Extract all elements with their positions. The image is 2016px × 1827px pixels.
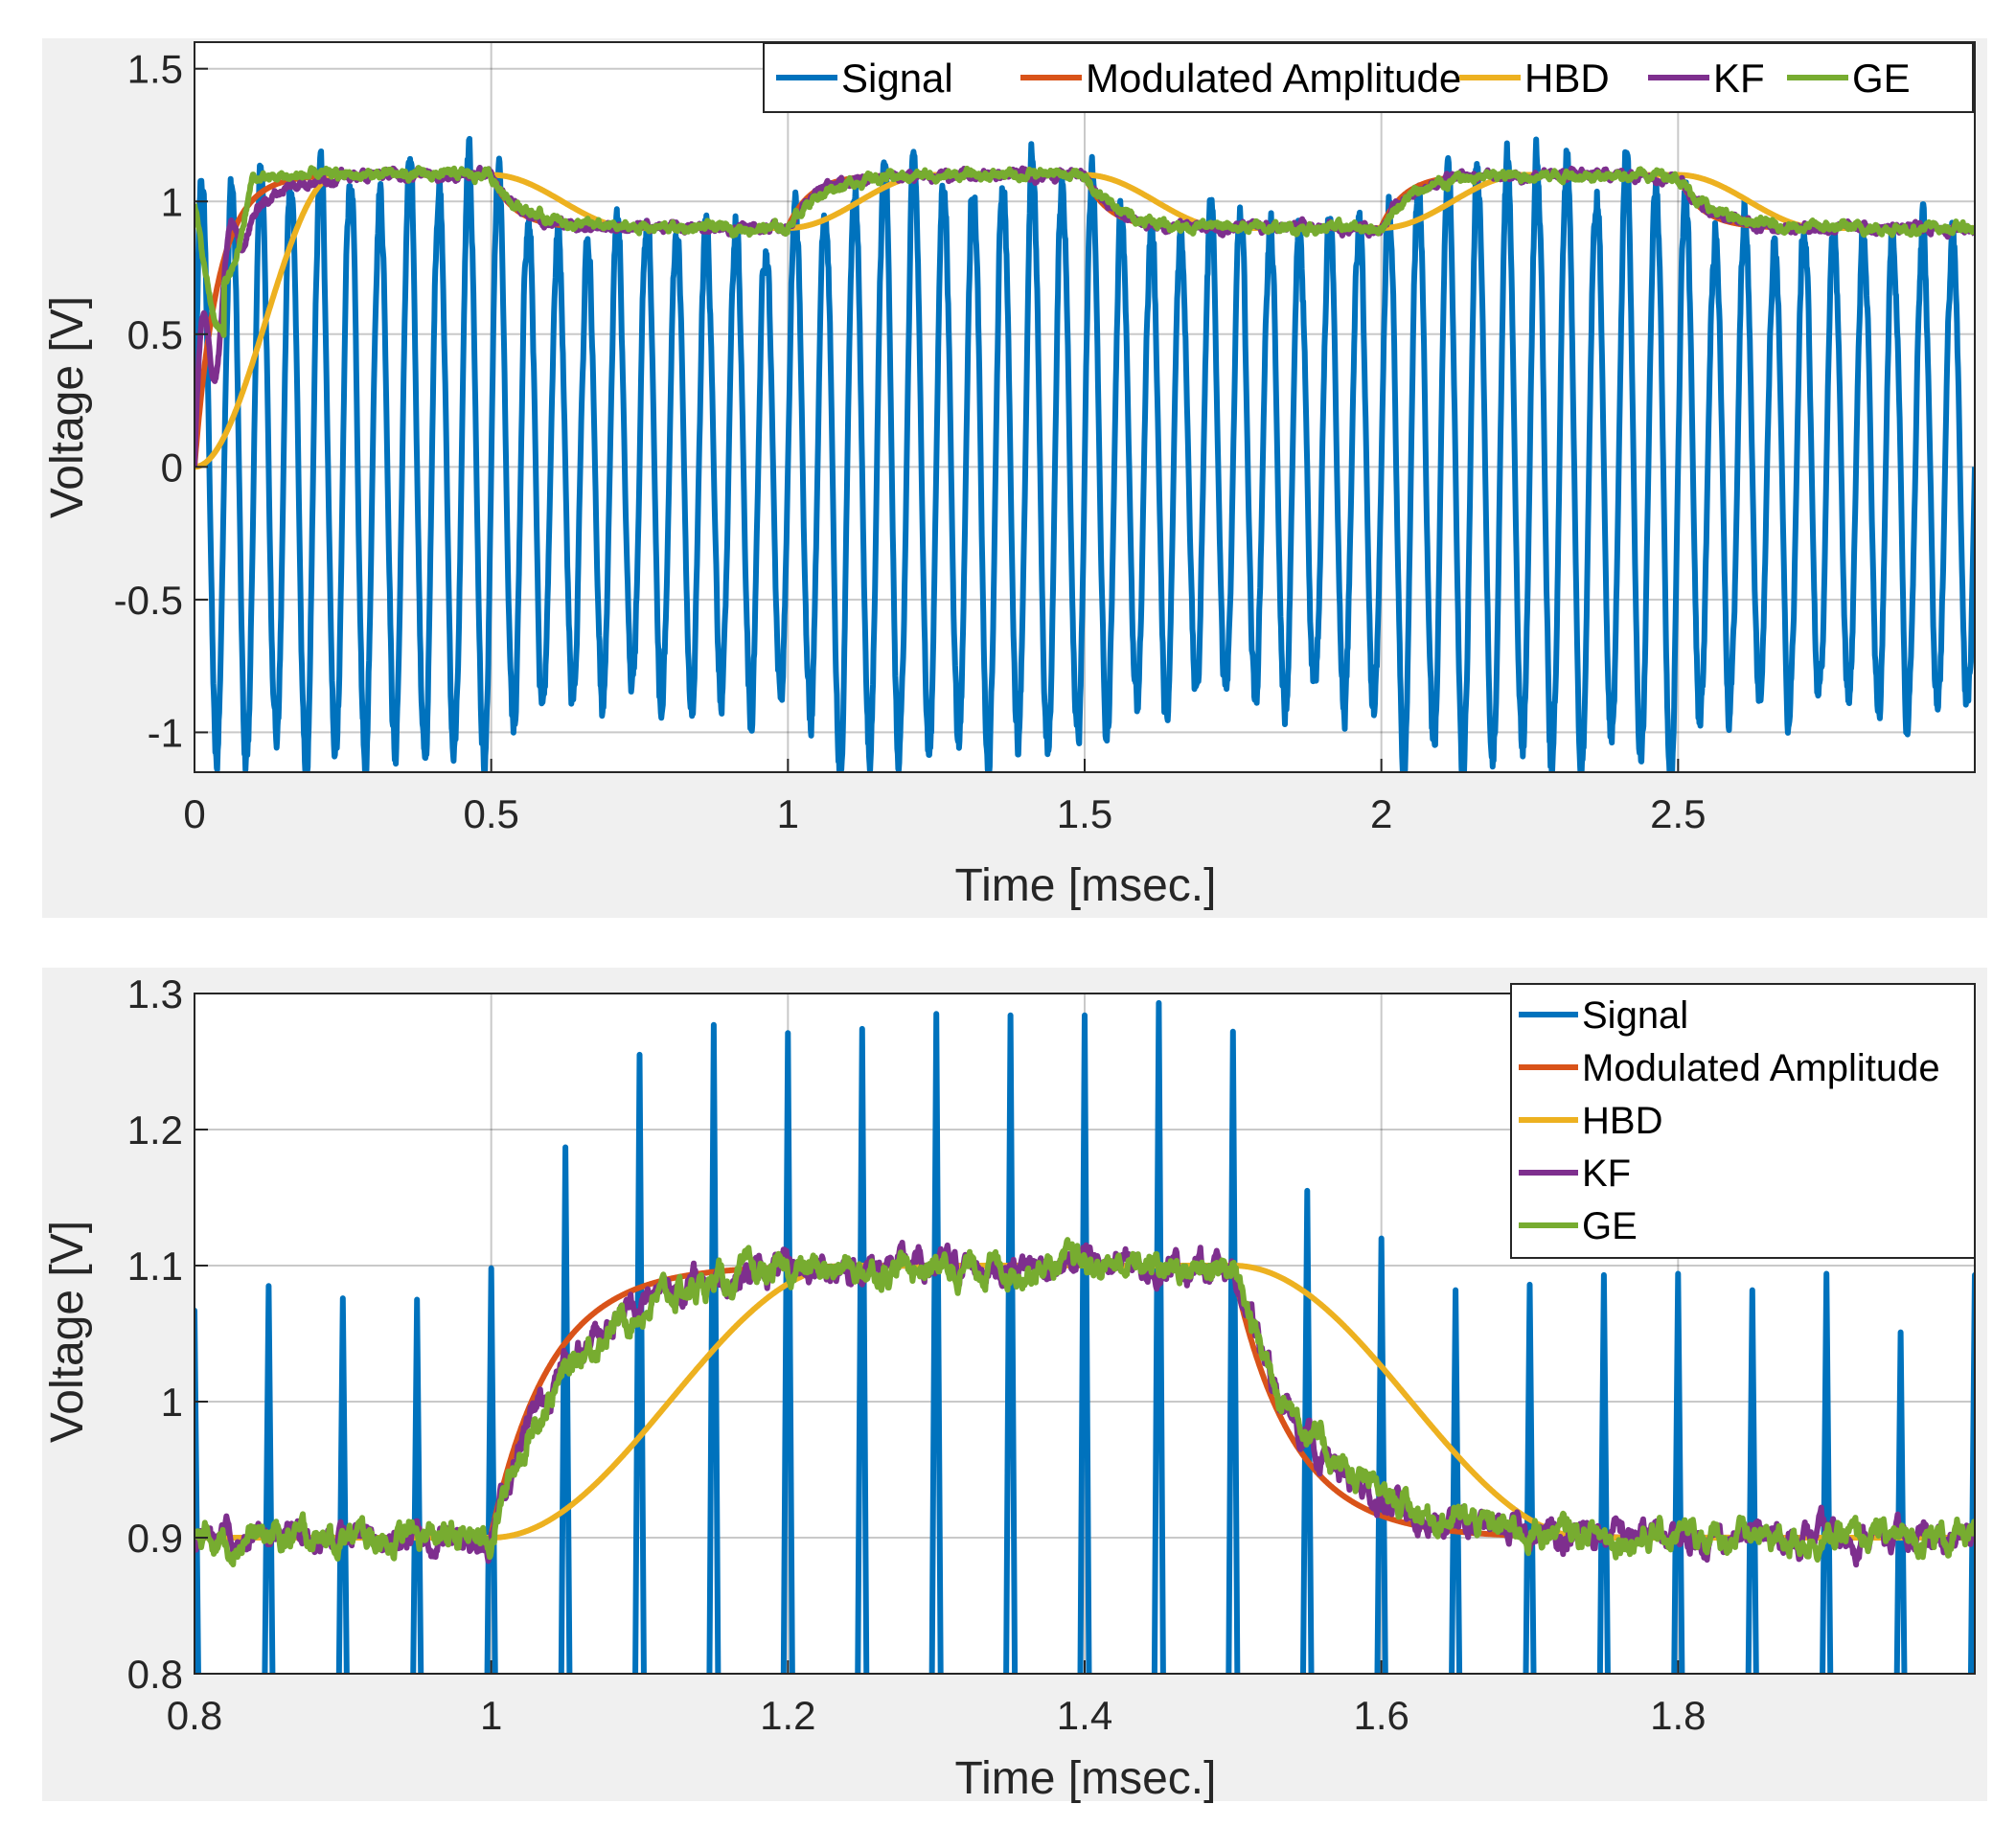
top-x-tick-label: 0 bbox=[183, 791, 205, 836]
top-legend-label-signal: Signal bbox=[841, 56, 953, 101]
top-legend: Signal Modulated Amplitude HBD KF GE bbox=[763, 42, 1974, 113]
top-x-tick-label: 0.5 bbox=[463, 791, 518, 836]
bottom-y-tick-label: 0.9 bbox=[127, 1516, 183, 1561]
bottom-y-tick-label: 1.3 bbox=[127, 971, 183, 1016]
top-legend-label-modulated-amplitude: Modulated Amplitude bbox=[1086, 56, 1461, 101]
bottom-y-axis-label: Voltage [V] bbox=[42, 1221, 93, 1443]
top-legend-label-hbd: HBD bbox=[1524, 56, 1610, 101]
bottom-x-tick-label: 1 bbox=[480, 1693, 502, 1738]
bottom-x-tick-label: 1.8 bbox=[1650, 1693, 1706, 1738]
top-y-tick-label: -1 bbox=[148, 710, 183, 755]
top-x-tick-label: 2 bbox=[1370, 791, 1392, 836]
top-x-tick-label: 1 bbox=[777, 791, 799, 836]
bottom-x-tick-label: 1.6 bbox=[1353, 1693, 1409, 1738]
bottom-y-tick-label: 1 bbox=[161, 1380, 183, 1425]
top-y-tick-label: 1.5 bbox=[127, 47, 183, 92]
top-y-axis-label: Voltage [V] bbox=[42, 296, 93, 518]
bottom-legend: Signal Modulated Amplitude HBD KF GE bbox=[1510, 983, 1976, 1259]
bottom-legend-label-kf: KF bbox=[1582, 1153, 1631, 1195]
top-x-tick-label: 1.5 bbox=[1057, 791, 1112, 836]
bottom-legend-label-ge: GE bbox=[1582, 1205, 1638, 1247]
top-y-tick-label: 0.5 bbox=[127, 312, 183, 357]
bottom-legend-label-signal: Signal bbox=[1582, 994, 1688, 1037]
bottom-legend-label-hbd: HBD bbox=[1582, 1100, 1662, 1142]
bottom-y-tick-label: 1.1 bbox=[127, 1244, 183, 1289]
bottom-x-axis-label: Time [msec.] bbox=[955, 1753, 1217, 1804]
top-y-tick-label: 0 bbox=[161, 445, 183, 490]
top-series-ge-line bbox=[195, 165, 1975, 338]
bottom-x-tick-label: 1.4 bbox=[1057, 1693, 1112, 1738]
bottom-legend-box bbox=[1510, 983, 1976, 1259]
top-y-tick-label: -0.5 bbox=[114, 578, 183, 623]
bottom-x-tick-label: 1.2 bbox=[760, 1693, 815, 1738]
bottom-y-tick-label: 0.8 bbox=[127, 1652, 183, 1697]
top-x-tick-label: 2.5 bbox=[1650, 791, 1706, 836]
top-y-tick-label: 1 bbox=[161, 179, 183, 224]
top-x-axis-label: Time [msec.] bbox=[955, 860, 1217, 911]
top-legend-label-ge: GE bbox=[1852, 56, 1911, 101]
bottom-y-tick-label: 1.2 bbox=[127, 1108, 183, 1153]
bottom-legend-label-modulated-amplitude: Modulated Amplitude bbox=[1582, 1047, 1940, 1089]
top-legend-box bbox=[763, 42, 1974, 113]
bottom-x-tick-label: 0.8 bbox=[167, 1693, 222, 1738]
top-chart: 0 0.5 1 1.5 2 2.5-1-0.500.511.5 Time [msec.] … bbox=[42, 41, 1976, 911]
bottom-chart: 0.8 1 1.2 1.4 1.6 1.8 0.8 0.9 1 1.1 1.2 1.3 Time [m… bbox=[42, 971, 1976, 1804]
top-series-signal-line bbox=[195, 135, 1975, 772]
bottom-series-ge-line bbox=[195, 1237, 1975, 1567]
top-legend-label-kf: KF bbox=[1713, 56, 1765, 101]
